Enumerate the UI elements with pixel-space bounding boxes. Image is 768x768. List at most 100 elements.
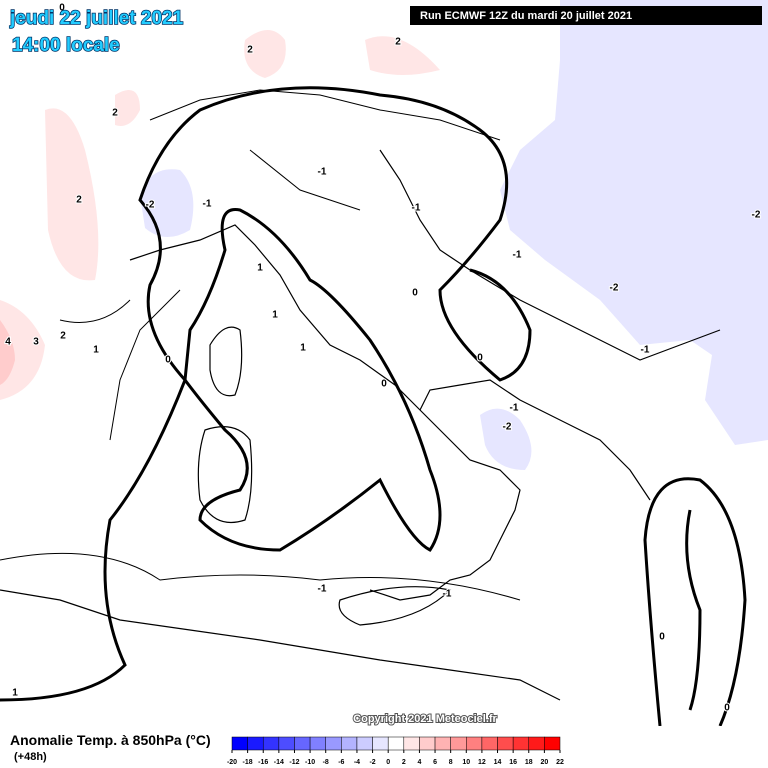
coastline: [129, 224, 521, 601]
contour-label: 2: [60, 331, 66, 342]
colorbar-swatch: [341, 736, 358, 751]
island: [209, 326, 243, 397]
border: [109, 89, 501, 441]
contour-label: 1: [300, 343, 306, 354]
coastline: [379, 149, 721, 361]
colorbar-swatch: [481, 736, 498, 751]
contour-labels: 0 2 2 2 2 -2 -1 -1 -1 -1 -2 -2 1 1 1 0 0…: [4, 2, 762, 715]
contour: [0, 86, 532, 702]
colorbar-tick-label: -8: [323, 759, 329, 766]
colorbar-swatch: [466, 736, 483, 751]
colorbar-swatch: [403, 736, 420, 751]
coastlines: [0, 89, 721, 701]
colorbar-tick-label: 20: [540, 759, 548, 766]
warm-area: [0, 300, 45, 400]
contour-label: -1: [318, 584, 327, 595]
colorbar-tick-label: -12: [289, 759, 299, 766]
contour-label: -1: [412, 203, 421, 214]
contour-label: -1: [510, 403, 519, 414]
colorbar-swatch: [278, 736, 295, 751]
colorbar-tick-label: 0: [386, 759, 390, 766]
contour-label: -2: [610, 283, 619, 294]
contour-label: -1: [443, 589, 452, 600]
warm-area: [244, 30, 286, 78]
contour-label: 0: [412, 288, 418, 299]
coastline: [419, 379, 651, 501]
contour-label: -1: [203, 199, 212, 210]
contour-label: 1: [93, 345, 99, 356]
colorbar-tick-label: -2: [369, 759, 375, 766]
copyright: Copyright 2021 Meteociel.fr: [353, 713, 497, 725]
contour-label: 2: [247, 45, 253, 56]
zero-contours: [0, 86, 747, 727]
colorbar-tick-label: 4: [417, 759, 421, 766]
contour-label: 0: [59, 3, 65, 14]
contour: [685, 509, 702, 711]
colorbar-tick-label: -6: [338, 759, 344, 766]
contour-label: 0: [724, 703, 730, 714]
contour-label: 3: [33, 337, 39, 348]
colorbar-swatch: [356, 736, 373, 751]
colorbar-tick-label: -18: [243, 759, 253, 766]
colorbar-swatch: [325, 736, 342, 751]
contour-label: 0: [381, 379, 387, 390]
colorbar-swatch: [294, 736, 311, 751]
colorbar-tick-label: 16: [509, 759, 517, 766]
colorbar-swatch: [497, 736, 514, 751]
colorbar-tick-label: 22: [556, 759, 564, 766]
colorbar-swatch: [544, 736, 561, 751]
colorbar-tick-label: 14: [494, 759, 502, 766]
time-title: 14:00 locale: [12, 35, 120, 56]
contour-label: -1: [641, 345, 650, 356]
coastline: [0, 589, 561, 701]
colorbar: -20 -18 -16 -14 -12 -10 -8 -6 -4 -2 0 2 4 6 8 10 12 14 16 1…: [227, 736, 564, 766]
cold-area: [480, 408, 532, 470]
warm-area: [45, 108, 99, 281]
contour-label: 1: [12, 688, 18, 699]
colorbar-swatch: [309, 736, 326, 751]
warm-area: [365, 36, 440, 75]
contour-label: -1: [513, 250, 522, 261]
colorbar-swatch: [372, 736, 389, 751]
contour-label: 1: [272, 310, 278, 321]
colorbar-tick-label: -20: [227, 759, 237, 766]
thin-contour: [0, 299, 521, 601]
colorbar-swatch: [512, 736, 530, 751]
cold-area: [500, 0, 768, 445]
anomaly-fills: [0, 0, 768, 470]
contour-label: -2: [503, 422, 512, 433]
colorbar-swatch: [434, 736, 451, 751]
island: [338, 586, 452, 626]
colorbar-tick-label: 6: [433, 759, 437, 766]
colorbar-tick-label: -10: [305, 759, 315, 766]
contour-label: 0: [477, 353, 483, 364]
colorbar-tick-label: 8: [449, 759, 453, 766]
colorbar-tick-label: 10: [462, 759, 470, 766]
colorbar-swatch: [231, 736, 248, 751]
colorbar-tick-label: -4: [354, 759, 360, 766]
contour-label: 2: [76, 195, 82, 206]
contour-label: -2: [752, 210, 761, 221]
run-box: [410, 6, 762, 25]
colorbar-title: Anomalie Temp. à 850hPa (°C): [10, 732, 211, 748]
colorbar-tick-label: 2: [402, 759, 406, 766]
contour-label: -1: [318, 167, 327, 178]
colorbar-swatch: [528, 736, 545, 751]
contour-label: 2: [112, 108, 118, 119]
contour: [643, 477, 747, 727]
contour-label: 0: [165, 355, 171, 366]
colorbar-swatch: [387, 736, 405, 751]
lead-time: (+48h): [14, 751, 47, 763]
colorbar-swatch: [450, 736, 467, 751]
contour: [183, 208, 442, 552]
colorbar-tick-label: 18: [525, 759, 533, 766]
colorbar-tick-label: -16: [258, 759, 268, 766]
colorbar-swatch: [419, 736, 436, 751]
colorbar-swatch: [247, 736, 264, 751]
colorbar-swatch: [262, 736, 280, 751]
warm-area: [115, 90, 140, 126]
contour-label: -2: [146, 200, 155, 211]
island: [197, 426, 253, 524]
date-title: jeudi 22 juillet 2021: [9, 8, 184, 29]
